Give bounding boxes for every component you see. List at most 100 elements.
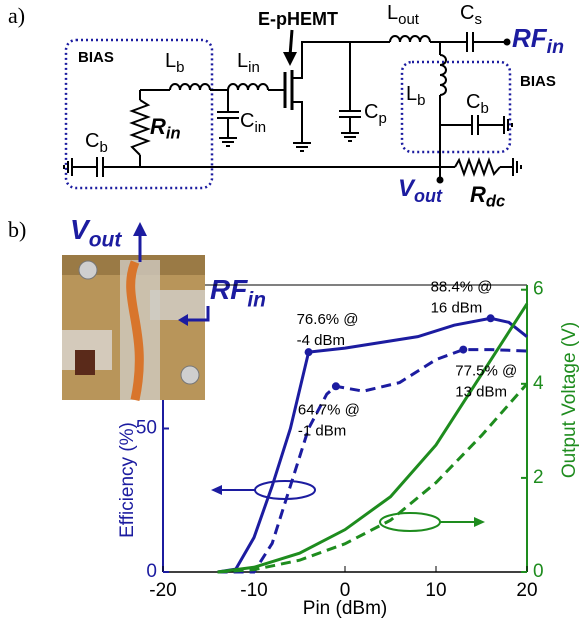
annotation: 16 dBm — [431, 299, 483, 316]
label-subscript: out — [414, 186, 443, 206]
label-text: BIAS — [520, 73, 556, 90]
annotation-point — [331, 382, 340, 391]
label-text: RF — [512, 23, 548, 53]
label-text: C — [364, 101, 378, 123]
label-text: V — [70, 214, 91, 245]
series-line — [217, 382, 529, 574]
arrow — [288, 29, 294, 57]
arrow — [184, 306, 210, 322]
label-subscript: out — [89, 228, 123, 251]
label-text: C — [460, 2, 474, 24]
inductor — [169, 83, 211, 91]
annotation: 64.7% @ — [298, 401, 360, 418]
ground — [503, 116, 513, 134]
label: Cb — [466, 91, 489, 117]
photo-inset — [62, 255, 205, 401]
label-text: E-pHEMT — [258, 9, 338, 29]
label: Lin — [237, 50, 260, 76]
x-tick-label: -10 — [240, 580, 267, 601]
capacitor — [217, 111, 239, 119]
x-axis-title: Pin (dBm) — [303, 598, 387, 619]
label: Vout — [70, 214, 122, 251]
label-subscript: b — [99, 139, 107, 156]
label-text: L — [237, 50, 248, 72]
label-subscript: b — [417, 92, 425, 109]
label: Lb — [165, 50, 184, 76]
annotation-point — [459, 345, 468, 354]
inductor — [227, 83, 269, 91]
y2-tick-label: 0 — [533, 561, 544, 582]
y-tick-label: 50 — [136, 418, 157, 439]
annotation-point — [486, 314, 495, 323]
ground — [341, 132, 359, 142]
label-subscript: b — [480, 100, 488, 117]
annotation: -4 dBm — [297, 332, 345, 349]
y2-axis-title: Output Voltage (V) — [559, 322, 580, 478]
arrow-head — [283, 52, 297, 66]
arrow-head — [211, 485, 222, 495]
label-subscript: s — [474, 11, 482, 28]
label-text: C — [240, 110, 254, 132]
y2-tick-label: 6 — [533, 279, 544, 300]
resistor — [129, 99, 151, 156]
annotation: 77.5% @ — [455, 363, 517, 380]
label: Cb — [85, 130, 108, 156]
label-text: RF — [210, 274, 248, 305]
label: RFin — [512, 23, 564, 58]
arrow-head — [178, 314, 188, 326]
inductor — [439, 54, 447, 96]
label: RFin — [210, 274, 266, 311]
ground — [63, 158, 73, 176]
x-tick-label: 20 — [516, 580, 537, 601]
label-text: R — [470, 182, 486, 207]
label-text: L — [387, 2, 398, 24]
x-tick-label: 10 — [425, 580, 446, 601]
series-line — [217, 316, 528, 574]
terminal — [436, 176, 444, 184]
resistor — [454, 157, 501, 177]
y2-tick-label: 4 — [533, 373, 544, 394]
label-subscript: in — [166, 125, 181, 143]
label-text: R — [150, 114, 166, 139]
label-subscript: p — [378, 110, 386, 127]
label: Rdc — [470, 182, 505, 211]
label: Lout — [387, 2, 420, 28]
label: Cin — [240, 110, 266, 136]
y-tick-label: 0 — [146, 561, 157, 582]
label: Vout — [398, 175, 443, 206]
label: BIAS — [520, 73, 556, 90]
label-subscript: in — [247, 288, 266, 311]
label-subscript: dc — [486, 193, 505, 211]
inductor — [389, 35, 431, 43]
wire — [72, 41, 512, 180]
annotation: 76.6% @ — [297, 311, 359, 328]
terminal — [503, 38, 511, 46]
annotation: -1 dBm — [298, 422, 346, 439]
label: BIAS — [78, 49, 114, 66]
arrow-head — [474, 517, 485, 527]
panel-label: b) — [8, 217, 26, 242]
annotation: 88.4% @ — [431, 278, 493, 295]
capacitor — [96, 157, 104, 177]
label-subscript: in — [254, 119, 266, 136]
y-axis-title: Efficiency (%) — [117, 422, 138, 538]
label-text: C — [466, 91, 480, 113]
capacitor — [471, 115, 479, 135]
panel-label: a) — [8, 3, 25, 28]
annotation-point — [304, 348, 313, 357]
ground — [293, 142, 311, 152]
x-tick-label: -20 — [149, 580, 176, 601]
label: Cs — [460, 2, 482, 28]
capacitor — [466, 32, 474, 52]
capacitor — [339, 110, 361, 118]
label-text: L — [406, 83, 417, 105]
label: E-pHEMT — [258, 9, 338, 29]
y2-tick-label: 2 — [533, 467, 544, 488]
series-indicator — [254, 480, 316, 500]
label: Lb — [406, 83, 425, 109]
arrow-head — [133, 222, 147, 236]
label-subscript: in — [248, 59, 260, 76]
label: Rin — [150, 114, 181, 143]
ground — [219, 137, 237, 147]
